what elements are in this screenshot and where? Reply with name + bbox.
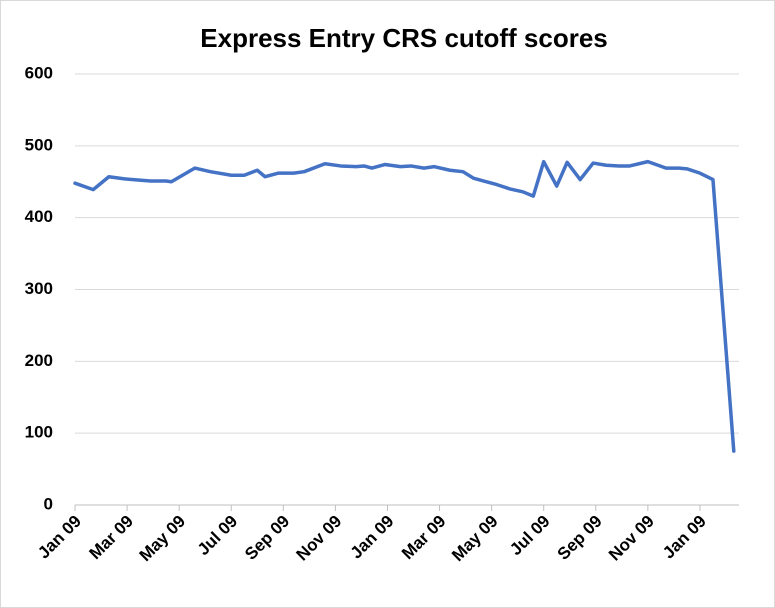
y-tick-label: 200 (25, 351, 53, 370)
data-line (73, 159, 736, 453)
y-tick-label: 100 (25, 423, 53, 442)
y-tick-label: 500 (25, 135, 53, 154)
chart-title: Express Entry CRS cutoff scores (200, 23, 607, 53)
y-tick-label: 600 (25, 63, 53, 82)
y-tick-label: 0 (44, 494, 53, 513)
y-tick-label: 300 (25, 279, 53, 298)
y-tick-label: 400 (25, 207, 53, 226)
